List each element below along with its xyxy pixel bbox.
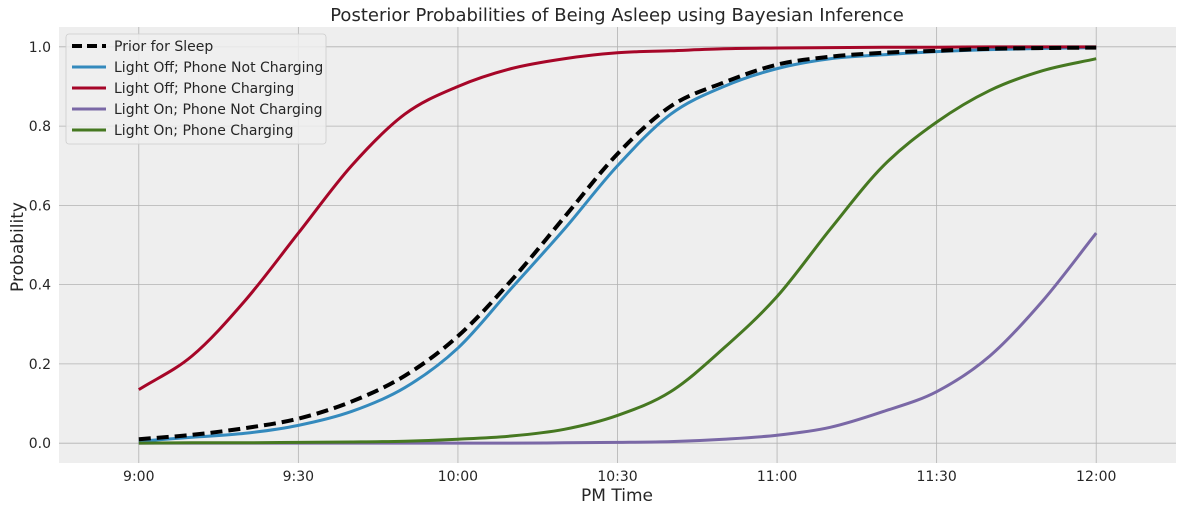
series-line <box>137 45 1097 391</box>
x-axis-ticks: 9:00 9:30 10:00 10:30 11:00 11:30 12:00 <box>123 469 1116 485</box>
x-tick-label: 12:00 <box>1076 469 1116 485</box>
y-tick-label: 0.6 <box>29 198 51 214</box>
legend-label: Light On; Phone Charging <box>114 123 294 139</box>
legend-label: Prior for Sleep <box>114 39 213 55</box>
x-tick-label: 11:30 <box>916 469 956 485</box>
x-tick-label: 9:00 <box>123 469 154 485</box>
series-line <box>138 46 1097 443</box>
series-line <box>138 45 1097 442</box>
x-tick-label: 10:00 <box>438 469 478 485</box>
y-tick-label: 0.2 <box>29 357 51 373</box>
legend-box <box>65 33 327 145</box>
legend-label: Light Off; Phone Charging <box>114 81 294 97</box>
series-layer <box>137 45 1098 445</box>
series-line <box>138 57 1097 445</box>
legend-label: Light Off; Phone Not Charging <box>114 60 323 76</box>
y-tick-label: 1.0 <box>29 40 51 56</box>
y-tick-label: 0.8 <box>29 119 51 135</box>
x-tick-label: 10:30 <box>597 469 637 485</box>
y-tick-label: 0.4 <box>29 278 51 294</box>
chart-title: Posterior Probabilities of Being Asleep … <box>330 5 904 26</box>
legend: Prior for Sleep Light Off; Phone Not Char… <box>65 33 327 145</box>
y-axis-label: Probability <box>8 202 28 292</box>
y-axis-ticks: 0.0 0.2 0.4 0.6 0.8 1.0 <box>29 40 51 452</box>
x-tick-label: 11:00 <box>757 469 797 485</box>
x-axis-label: PM Time <box>581 486 653 506</box>
x-tick-label: 9:30 <box>283 469 314 485</box>
legend-label: Light On; Phone Not Charging <box>114 102 323 118</box>
y-tick-label: 0.0 <box>29 436 51 452</box>
